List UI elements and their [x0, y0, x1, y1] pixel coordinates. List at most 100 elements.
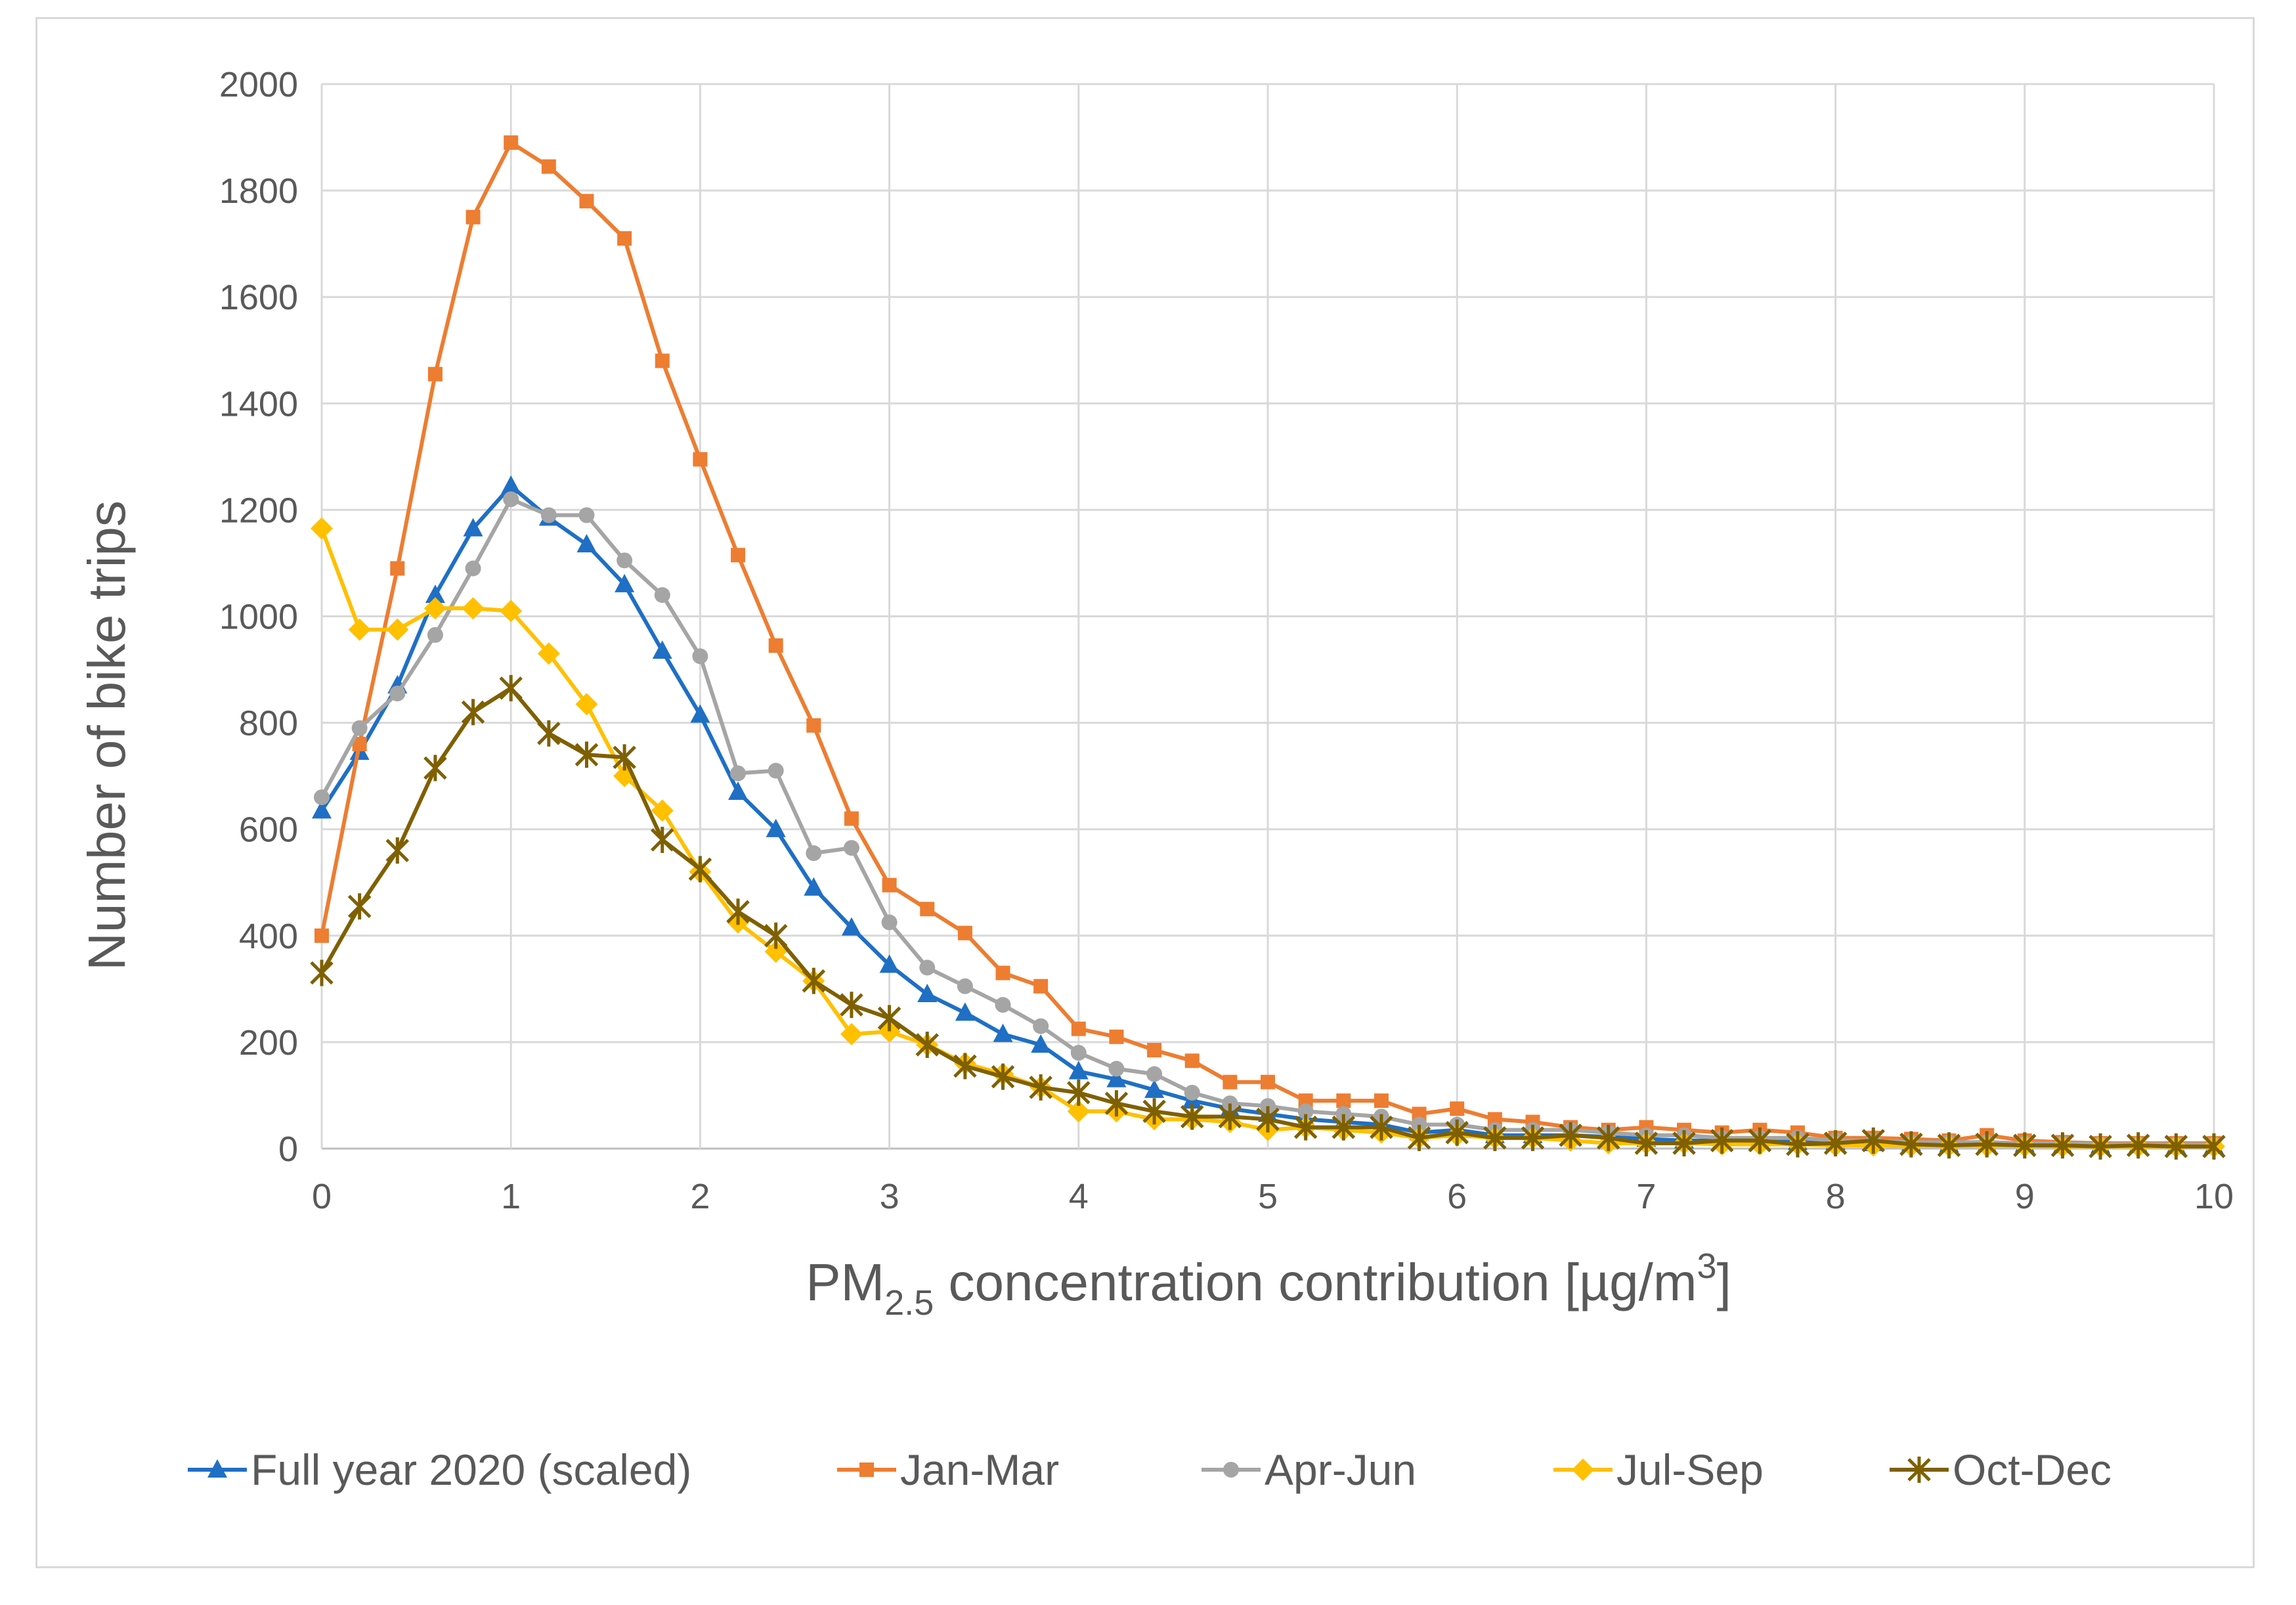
data-point	[1786, 1131, 1809, 1158]
legend-item: Jul-Sep	[1553, 1445, 1764, 1494]
data-point	[1180, 1103, 1204, 1130]
data-point	[1710, 1127, 1734, 1154]
y-tick-label: 200	[239, 1023, 298, 1063]
y-tick-label: 1200	[219, 491, 298, 530]
data-point	[613, 744, 636, 771]
legend-label: Apr-Jun	[1265, 1445, 1416, 1494]
data-point	[1748, 1127, 1772, 1154]
data-point	[617, 552, 633, 569]
data-point	[574, 741, 599, 768]
data-point	[692, 648, 708, 665]
data-point	[1412, 1107, 1427, 1122]
y-tick-label: 2000	[219, 65, 298, 104]
data-point	[1634, 1130, 1658, 1156]
data-point	[915, 1031, 940, 1058]
data-point	[2089, 1133, 2112, 1160]
data-point	[1293, 1114, 1318, 1141]
data-point	[953, 1053, 977, 1080]
data-point	[1411, 1116, 1427, 1133]
legend-swatch-marker	[1223, 1462, 1239, 1478]
data-point	[728, 781, 748, 800]
data-point	[386, 618, 409, 641]
data-point	[840, 1022, 863, 1045]
data-point	[768, 762, 784, 779]
legend: Full year 2020 (scaled) Jan-Mar Apr-Jun Jul…	[188, 1445, 2112, 1494]
data-point	[314, 789, 330, 806]
data-point	[579, 194, 594, 209]
data-point	[425, 584, 445, 604]
data-point	[427, 627, 443, 643]
data-point	[385, 837, 410, 864]
data-point	[2013, 1132, 2037, 1159]
data-point	[1222, 1095, 1238, 1112]
data-point	[1823, 1130, 1848, 1156]
data-point	[654, 587, 670, 604]
legend-item: Apr-Jun	[1202, 1445, 1416, 1494]
data-point	[843, 840, 859, 856]
data-point	[651, 799, 674, 822]
data-point	[503, 491, 519, 508]
data-point	[1146, 1066, 1163, 1082]
data-point	[802, 967, 826, 994]
data-point	[650, 826, 674, 853]
data-point	[1260, 1098, 1276, 1114]
data-point	[1031, 1034, 1051, 1053]
data-point	[423, 755, 447, 781]
data-point	[427, 366, 443, 382]
x-tick-label: 4	[1069, 1177, 1089, 1216]
data-point	[1147, 1043, 1162, 1058]
data-point	[806, 845, 822, 862]
data-point	[1596, 1124, 1620, 1151]
legend-label: Jan-Mar	[900, 1445, 1059, 1494]
data-point	[1071, 1021, 1086, 1036]
legend-item: Jan-Mar	[837, 1445, 1059, 1494]
data-point	[462, 597, 485, 620]
data-point	[690, 704, 710, 723]
data-point	[541, 159, 556, 174]
series-oct-dec	[310, 674, 2226, 1160]
x-axis-title: PM2.5 concentration contribution [µg/m3]	[806, 1246, 1731, 1323]
data-point	[844, 811, 859, 826]
x-tick-label: 2	[690, 1177, 710, 1216]
data-point	[917, 983, 938, 1002]
data-point	[957, 925, 972, 940]
data-point	[2126, 1132, 2150, 1159]
data-point	[311, 517, 333, 540]
data-point	[466, 209, 481, 225]
data-point	[347, 893, 372, 920]
y-tick-label: 600	[239, 810, 298, 850]
data-point	[1937, 1132, 1961, 1159]
data-point	[1861, 1127, 1886, 1154]
data-point	[348, 618, 371, 641]
data-point	[993, 1023, 1013, 1042]
data-point	[578, 507, 595, 523]
legend-swatch-marker	[1907, 1457, 1931, 1483]
data-point	[312, 800, 332, 819]
data-point	[1261, 1074, 1275, 1089]
data-point	[465, 560, 481, 577]
data-point	[1067, 1079, 1091, 1106]
data-point	[879, 954, 899, 973]
data-point	[500, 600, 523, 623]
x-tick-label: 3	[880, 1177, 899, 1216]
y-tick-label: 400	[239, 917, 298, 956]
x-tick-label: 8	[1826, 1177, 1846, 1216]
data-point	[1070, 1045, 1087, 1061]
y-tick-label: 1800	[219, 171, 298, 211]
data-point	[504, 135, 519, 150]
data-point	[389, 686, 406, 702]
y-axis-title: Number of bike trips	[77, 500, 136, 971]
y-tick-label: 1400	[219, 384, 298, 424]
y-tick-label: 1000	[219, 598, 298, 637]
x-tick-label: 0	[312, 1177, 332, 1216]
legend-swatch-marker	[859, 1462, 874, 1477]
x-tick-label: 1	[501, 1177, 521, 1216]
data-point	[1106, 1068, 1127, 1088]
data-point	[1104, 1090, 1129, 1117]
data-point	[617, 231, 632, 246]
legend-label: Jul-Sep	[1616, 1445, 1764, 1494]
data-series	[310, 135, 2226, 1160]
data-point	[423, 597, 446, 620]
data-point	[1450, 1101, 1465, 1116]
